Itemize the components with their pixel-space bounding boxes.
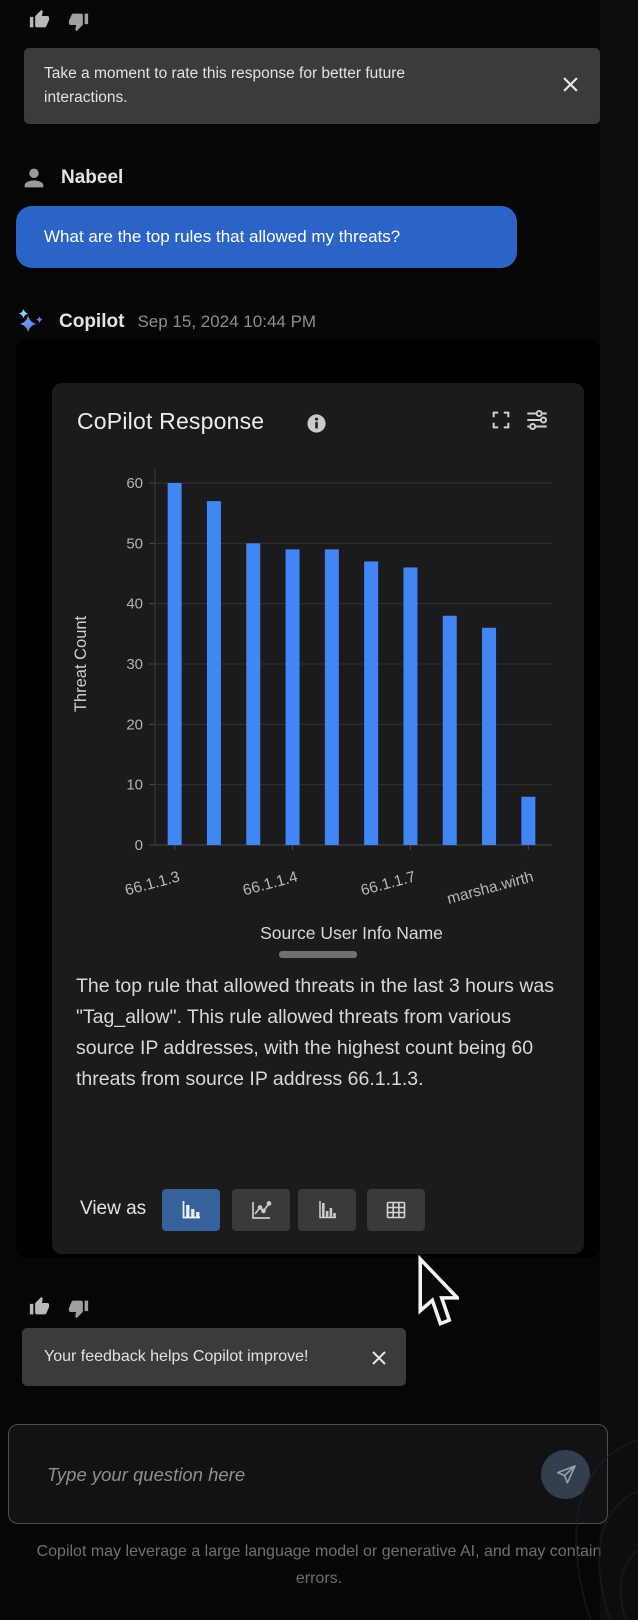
y-tick-label: 30 — [126, 656, 143, 673]
y-axis-title: Threat Count — [72, 615, 90, 712]
response-summary-text: The top rule that allowed threats in the… — [76, 975, 555, 1090]
close-icon — [562, 76, 578, 92]
x-tick-label: 66.1.1.7 — [359, 868, 418, 899]
bar — [482, 627, 497, 845]
thumbs-up-button[interactable] — [27, 7, 51, 31]
bar — [206, 501, 221, 845]
x-tick-label: marsha.wirth — [445, 868, 535, 907]
x-tick-label: 66.1.1.4 — [241, 868, 300, 899]
user-avatar-icon — [20, 164, 48, 192]
close-banner-button[interactable] — [560, 74, 580, 94]
sliders-icon — [524, 407, 550, 433]
user-message-bubble: What are the top rules that allowed my t… — [16, 206, 517, 268]
user-name: Nabeel — [61, 167, 124, 188]
y-tick-label: 50 — [126, 535, 143, 552]
bar-chart-icon — [179, 1198, 203, 1222]
mouse-cursor — [418, 1254, 459, 1327]
view-as-label: View as — [80, 1198, 147, 1219]
y-tick-label: 60 — [126, 475, 143, 492]
y-tick-label: 10 — [126, 777, 143, 794]
info-icon — [306, 413, 327, 434]
question-input[interactable] — [45, 1425, 489, 1525]
bar — [246, 543, 261, 845]
x-axis-title: Source User Info Name — [260, 923, 443, 943]
view-as-table-button[interactable] — [367, 1189, 425, 1231]
info-button[interactable] — [305, 412, 327, 434]
column-chart-icon — [315, 1198, 339, 1222]
send-plane-icon — [554, 1463, 578, 1487]
threat-count-bar-chart: 0 10 20 30 40 50 60 66.1.1.3 66.1.1.4 66.1.1.7 mar… — [72, 469, 552, 943]
bar — [521, 796, 536, 845]
assistant-name: Copilot — [59, 311, 125, 332]
view-as-line-chart-button[interactable] — [232, 1189, 290, 1231]
disclaimer-text: Copilot may leverage a large language mo… — [36, 1543, 602, 1587]
thumbs-up-icon — [29, 9, 50, 30]
sparkles-icon — [16, 306, 46, 338]
thumbs-up-button[interactable] — [27, 1294, 51, 1318]
feedback-toast: Your feedback helps Copilot improve! — [22, 1328, 406, 1386]
message-timestamp: Sep 15, 2024 10:44 PM — [137, 312, 317, 331]
decorative-pattern — [575, 1439, 638, 1620]
y-tick-label: 40 — [126, 596, 143, 613]
composer — [8, 1424, 608, 1525]
thumbs-up-icon — [29, 1296, 50, 1317]
table-icon — [384, 1198, 408, 1222]
thumbs-down-icon — [68, 11, 89, 32]
user-author-row: Nabeel — [20, 164, 123, 192]
expand-icon — [490, 409, 512, 431]
bar — [364, 561, 379, 845]
thumbs-down-icon — [68, 1298, 89, 1319]
thumbs-down-button[interactable] — [66, 1296, 90, 1320]
rate-response-text: Take a moment to rate this response for … — [44, 65, 405, 106]
copilot-response-card: 0 10 20 30 40 50 60 66.1.1.3 66.1.1.4 66.1.1.7 mar… — [52, 383, 584, 1254]
send-button[interactable] — [541, 1450, 590, 1499]
bar — [324, 549, 339, 845]
bar — [167, 483, 182, 845]
bar — [442, 615, 457, 845]
close-toast-button[interactable] — [370, 1349, 388, 1367]
view-as-column-chart-button[interactable] — [298, 1189, 356, 1231]
feedback-toast-text: Your feedback helps Copilot improve! — [44, 1348, 309, 1365]
line-chart-icon — [249, 1198, 273, 1222]
bar — [285, 549, 300, 845]
assistant-author-row: Copilot Sep 15, 2024 10:44 PM — [16, 306, 316, 338]
rate-response-banner: Take a moment to rate this response for … — [24, 48, 600, 124]
x-tick-label: 66.1.1.3 — [123, 868, 182, 899]
chart-settings-button[interactable] — [523, 406, 551, 434]
background-strip — [600, 0, 638, 1620]
y-tick-label: 0 — [135, 837, 143, 854]
card-title: CoPilot Response — [77, 408, 265, 434]
thumbs-down-button[interactable] — [66, 9, 90, 33]
bar — [403, 567, 418, 845]
expand-button[interactable] — [488, 407, 514, 433]
close-icon — [372, 1351, 386, 1365]
view-as-bar-chart-button[interactable] — [162, 1189, 220, 1231]
chart-horizontal-scrollbar[interactable] — [279, 951, 357, 958]
user-message-text: What are the top rules that allowed my t… — [44, 227, 401, 246]
y-tick-label: 20 — [126, 716, 143, 733]
